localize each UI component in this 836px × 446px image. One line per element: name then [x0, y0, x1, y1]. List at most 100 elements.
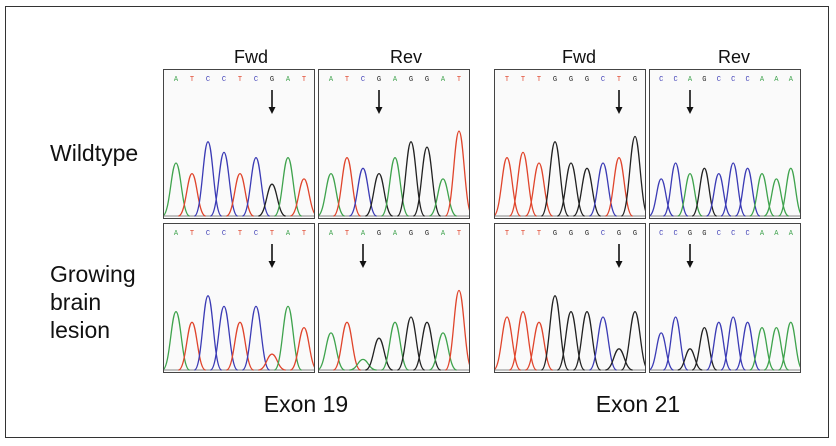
- base-call-letter: C: [601, 76, 605, 84]
- base-call-letter: G: [569, 230, 573, 238]
- mutation-arrow-icon: [268, 107, 276, 114]
- base-call-letter: C: [254, 230, 258, 238]
- base-call-letter: A: [286, 230, 291, 238]
- trace-peak: [332, 157, 362, 217]
- trace-peak: [429, 332, 457, 371]
- base-call-letter: A: [393, 230, 398, 238]
- base-call-letter: G: [702, 76, 706, 84]
- base-call-letter: A: [174, 76, 179, 84]
- base-call-letter: T: [521, 76, 525, 84]
- base-call-letter: G: [425, 76, 429, 84]
- base-call-letter: G: [425, 230, 429, 238]
- base-call-letter: A: [789, 76, 794, 84]
- base-call-letter: A: [174, 230, 179, 238]
- trace-peak: [495, 157, 522, 217]
- trace-peak: [605, 348, 633, 371]
- trace-peak: [540, 141, 570, 217]
- base-call-letter: C: [673, 76, 677, 84]
- mutation-arrow-icon: [615, 261, 623, 268]
- base-call-letter: G: [617, 230, 621, 238]
- trace-peak: [572, 311, 602, 371]
- base-call-letter: G: [688, 230, 692, 238]
- base-call-letter: T: [537, 76, 541, 84]
- base-call-letter: A: [774, 76, 779, 84]
- trace-peak: [720, 162, 747, 217]
- base-call-letter: T: [302, 230, 306, 238]
- base-call-letter: G: [569, 76, 573, 84]
- base-call-letter: G: [553, 76, 557, 84]
- trace-peak: [193, 141, 223, 217]
- trace-peak: [524, 162, 554, 217]
- base-call-letter: A: [789, 230, 794, 238]
- base-call-letter: G: [409, 76, 413, 84]
- base-call-letter: G: [702, 230, 706, 238]
- base-call-letter: C: [361, 76, 365, 84]
- trace-peak: [319, 332, 345, 371]
- trace-peak: [365, 337, 393, 371]
- trace-peak: [662, 162, 689, 217]
- column-label-rev-exon19: Rev: [389, 47, 422, 67]
- base-call-letter: G: [377, 76, 381, 84]
- base-call-letter: T: [238, 230, 242, 238]
- trace-peak: [258, 353, 286, 371]
- base-call-letter: C: [731, 230, 735, 238]
- trace-peak: [193, 295, 223, 371]
- trace-peak: [164, 162, 191, 217]
- mutation-arrow-icon: [686, 261, 694, 268]
- base-call-letter: G: [409, 230, 413, 238]
- trace-peak: [508, 311, 538, 371]
- base-call-letter: A: [760, 230, 765, 238]
- base-call-letter: C: [717, 230, 721, 238]
- trace-peak: [572, 167, 602, 217]
- base-call-letter: T: [345, 76, 349, 84]
- exon-19-label: Exon 19: [263, 391, 349, 417]
- trace-peak: [380, 157, 410, 217]
- trace-peak: [705, 172, 732, 217]
- trace-peak: [396, 316, 426, 371]
- trace-peak: [290, 326, 314, 371]
- base-call-letter: C: [206, 76, 210, 84]
- mutation-arrow-icon: [615, 107, 623, 114]
- base-call-letter: A: [441, 76, 446, 84]
- trace-peak: [749, 326, 775, 371]
- trace-peak: [720, 316, 747, 371]
- base-call-letter: T: [457, 230, 461, 238]
- trace-peak: [226, 172, 254, 217]
- base-call-letter: A: [441, 230, 446, 238]
- base-call-letter: G: [553, 230, 557, 238]
- trace-peak: [588, 162, 618, 217]
- trace-peak: [349, 358, 377, 371]
- trace-peak: [705, 321, 732, 371]
- base-call-letter: A: [688, 76, 693, 84]
- trace-peak: [429, 178, 457, 217]
- column-label-fwd-exon21: Fwd: [561, 47, 596, 67]
- base-call-letter: C: [601, 230, 605, 238]
- mutation-arrow-icon: [375, 107, 383, 114]
- trace-peak: [495, 316, 522, 371]
- base-call-letter: G: [585, 230, 589, 238]
- trace-peak: [365, 172, 393, 217]
- mutation-arrow-icon: [359, 261, 367, 268]
- base-call-letter: C: [717, 76, 721, 84]
- base-call-letter: A: [329, 230, 334, 238]
- base-call-letter: T: [302, 76, 306, 84]
- mutation-arrow-icon: [268, 261, 276, 268]
- base-call-letter: T: [345, 230, 349, 238]
- trace-peak: [444, 130, 469, 217]
- column-label-rev-exon21: Rev: [717, 47, 750, 67]
- column-label-fwd-exon19: Fwd: [233, 47, 268, 67]
- trace-peak: [225, 321, 255, 371]
- trace-peak: [650, 178, 674, 217]
- row-label-wildtype: Wildtype: [50, 140, 139, 166]
- trace-peak: [620, 135, 645, 217]
- base-call-letter: T: [457, 76, 461, 84]
- trace-peak: [677, 172, 703, 217]
